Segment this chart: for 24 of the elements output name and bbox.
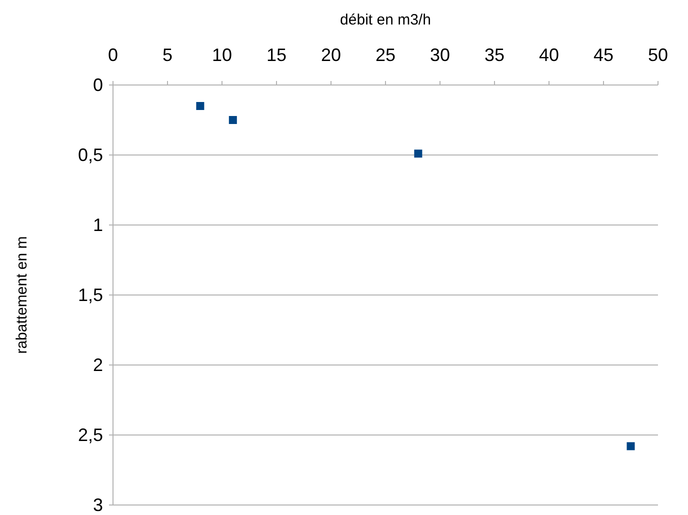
y-tick-label: 2 [92,355,103,375]
point [196,102,204,110]
y-tick-label: 1,5 [78,285,103,305]
y-tick-label: 3 [92,495,103,515]
x-tick-label: 35 [484,45,505,65]
x-tick-label: 30 [430,45,450,65]
x-tick-label: 40 [538,45,560,65]
x-tick-label: 50 [648,45,668,65]
x-tick-label: 10 [212,45,232,65]
x-tick-label: 5 [162,45,173,65]
x-tick-label: 25 [375,45,396,65]
x-tick-label: 15 [266,45,287,65]
y-tick-label: 0,5 [78,145,103,165]
point [414,150,422,158]
x-tick-label: 0 [108,45,118,65]
x-tick-label: 45 [593,45,614,65]
y-tick-label: 2,5 [78,425,103,445]
x-axis-title: débit en m3/h [340,12,431,28]
point [626,442,635,450]
point [228,116,237,124]
x-tick-label: 20 [320,45,342,65]
y-axis-title: rabattement en m [14,236,30,354]
y-tick-label: 1 [92,215,103,235]
y-tick-label: 0 [92,75,103,95]
